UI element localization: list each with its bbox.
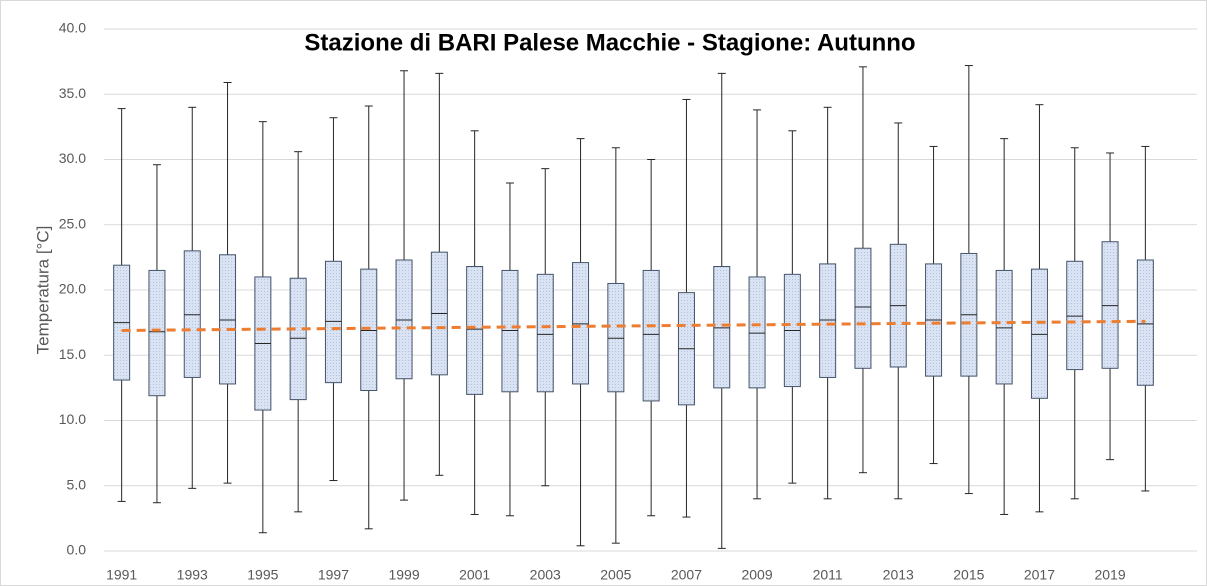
box [607,282,625,393]
y-tick-label: 15.0 [59,346,86,362]
x-tick-label: 1993 [177,567,208,583]
x-tick-label: 2013 [883,567,914,583]
x-tick-label: 2001 [459,567,490,583]
box [572,262,590,385]
box [183,250,201,378]
box [360,268,378,391]
y-tick-label: 40.0 [59,20,86,36]
y-tick-label: 5.0 [67,476,87,492]
x-tick-label: 2011 [813,567,843,583]
y-tick-label: 0.0 [67,542,87,558]
box [819,263,837,378]
x-tick-label: 2005 [600,567,631,583]
x-tick-label: 1999 [388,567,419,583]
box [1066,260,1084,371]
x-tick-label: 1991 [106,567,137,583]
box [219,254,237,385]
x-tick-label: 2015 [953,567,984,583]
box [395,259,413,380]
x-tick-label: 1997 [318,567,349,583]
x-tick-label: 2017 [1024,567,1055,583]
box [995,269,1013,385]
box [1101,241,1119,369]
box [536,273,554,393]
x-tick-label: 2007 [671,567,702,583]
box [713,266,731,389]
box [1030,268,1048,399]
box [642,269,660,402]
y-axis-label: Temperatura [°C] [33,226,52,355]
x-tick-label: 2009 [741,567,772,583]
y-tick-label: 20.0 [59,281,86,297]
x-tick-label: 1995 [247,567,278,583]
y-tick-label: 25.0 [59,215,86,231]
x-tick-label: 2003 [530,567,561,583]
box [324,260,342,384]
box [748,276,766,389]
y-tick-label: 10.0 [59,411,86,427]
box [466,266,484,395]
y-tick-label: 30.0 [59,150,86,166]
y-tick-label: 35.0 [59,85,86,101]
box [148,269,166,397]
trend-line [121,319,1146,332]
x-tick-label: 2019 [1094,567,1125,583]
box [854,247,872,369]
chart-title: Stazione di BARI Palese Macchie - Stagio… [304,29,915,56]
box [501,269,519,393]
box [289,277,307,401]
